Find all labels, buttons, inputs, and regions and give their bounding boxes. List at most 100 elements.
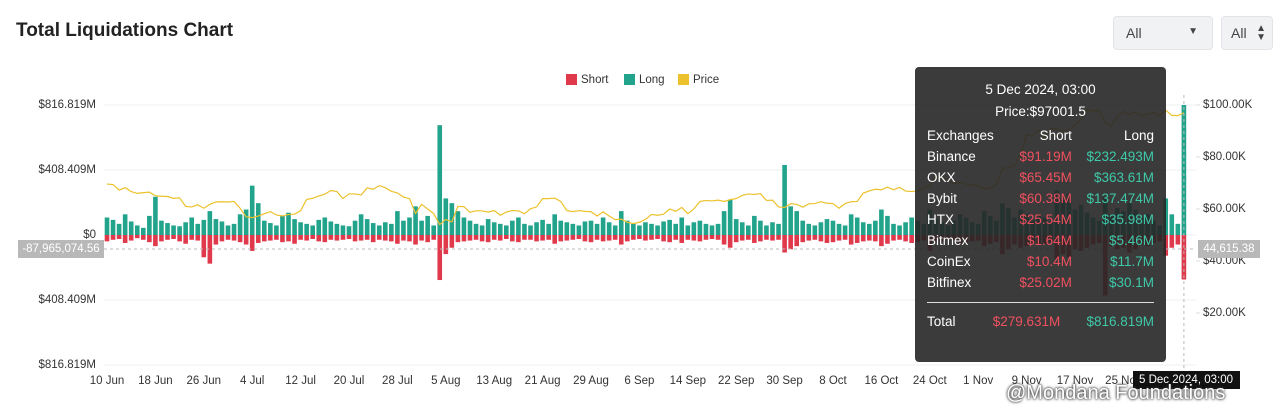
bar	[764, 235, 769, 240]
bar	[104, 235, 110, 242]
tooltip-cell: $279.631M	[992, 314, 1061, 329]
bar	[879, 209, 884, 235]
bar	[637, 235, 642, 239]
filter-dropdown[interactable]: All ▼	[1113, 16, 1213, 50]
bar	[739, 222, 745, 235]
crosshair-x-box	[1133, 371, 1240, 389]
bar	[249, 185, 255, 235]
bar	[292, 219, 297, 235]
bar	[788, 206, 793, 235]
bar	[461, 235, 467, 242]
y-tick-label: $408.409M	[38, 164, 96, 176]
bar	[564, 235, 570, 241]
bar	[612, 235, 618, 240]
bar	[758, 220, 763, 235]
y2-tick-label: $100.00K	[1203, 99, 1253, 111]
bar	[122, 214, 128, 235]
bar	[643, 235, 648, 241]
bar	[449, 235, 455, 248]
bar	[776, 223, 781, 235]
bar	[727, 199, 733, 235]
bar	[649, 235, 654, 240]
bar	[334, 223, 340, 235]
x-tick-label: 25 Nov	[1105, 375, 1142, 387]
bar	[413, 235, 418, 245]
bar	[340, 235, 346, 240]
bar	[292, 235, 297, 244]
filter-value: All	[1231, 25, 1247, 41]
bar	[213, 219, 219, 235]
bar	[594, 235, 600, 240]
bar	[715, 223, 721, 235]
bar	[552, 235, 557, 244]
x-tick-label: 29 Aug	[573, 375, 609, 387]
bar	[316, 235, 322, 242]
bar	[171, 225, 176, 235]
bar	[237, 235, 243, 243]
bar	[739, 235, 745, 241]
bar	[298, 235, 303, 240]
bar	[727, 235, 733, 248]
bar	[104, 217, 110, 235]
tooltip-cell: $10.4M	[1026, 254, 1072, 269]
tooltip-cell: CoinEx	[927, 254, 971, 269]
x-tick-label: 28 Jul	[382, 375, 413, 387]
bar	[528, 225, 533, 235]
bar	[225, 235, 231, 240]
bar	[274, 225, 279, 235]
tooltip-cell: $5.46M	[1108, 233, 1154, 248]
bar	[389, 223, 394, 235]
bar	[358, 214, 364, 235]
y-tick-label: $408.409M	[38, 294, 96, 306]
bar	[909, 217, 914, 235]
bar	[316, 219, 322, 235]
bar	[352, 235, 358, 242]
bar	[721, 211, 727, 235]
watermark: @Mondana Foundations	[1006, 382, 1226, 404]
bar	[552, 214, 557, 235]
bar	[383, 235, 388, 241]
tooltip-cell: $30.1M	[1108, 275, 1154, 290]
bar	[643, 222, 648, 235]
bar	[618, 211, 624, 235]
bar	[376, 225, 382, 235]
tooltip-total: Total $279.631M $816.819M	[927, 311, 1154, 332]
bar	[576, 225, 582, 235]
bar	[879, 235, 884, 247]
bar	[177, 235, 182, 242]
bar	[806, 223, 812, 235]
bar	[794, 211, 799, 235]
bar	[860, 222, 866, 235]
bar	[582, 235, 588, 242]
bar	[564, 222, 570, 235]
tooltip-cell: $816.819M	[1086, 314, 1154, 329]
tooltip-cell: $25.02M	[1019, 275, 1072, 290]
bar	[606, 235, 612, 241]
bar	[504, 235, 509, 239]
tooltip-header: Exchanges Short Long	[927, 125, 1154, 146]
bar	[685, 235, 691, 240]
bar	[600, 235, 606, 242]
bar	[649, 223, 654, 235]
filter-dropdown[interactable]: All ▲ ▼	[1221, 16, 1273, 50]
bar	[159, 235, 164, 242]
bar	[661, 235, 666, 242]
tooltip-row: Bitmex $1.64M $5.46M	[927, 230, 1154, 251]
bar	[873, 235, 878, 242]
bar	[679, 235, 685, 243]
bar	[1175, 235, 1181, 245]
bar	[268, 223, 273, 235]
bar	[358, 235, 364, 241]
y2-tick-label: $40.00K	[1203, 255, 1246, 267]
bar	[546, 235, 551, 240]
bar	[782, 164, 787, 235]
bar	[370, 223, 376, 235]
bar	[746, 225, 751, 235]
bar	[437, 235, 443, 281]
divider	[927, 302, 1154, 303]
bar	[280, 235, 285, 243]
bar	[497, 235, 503, 241]
header-cell: Short	[1039, 128, 1072, 143]
tooltip-title: 5 Dec 2024, 03:00	[985, 82, 1096, 97]
